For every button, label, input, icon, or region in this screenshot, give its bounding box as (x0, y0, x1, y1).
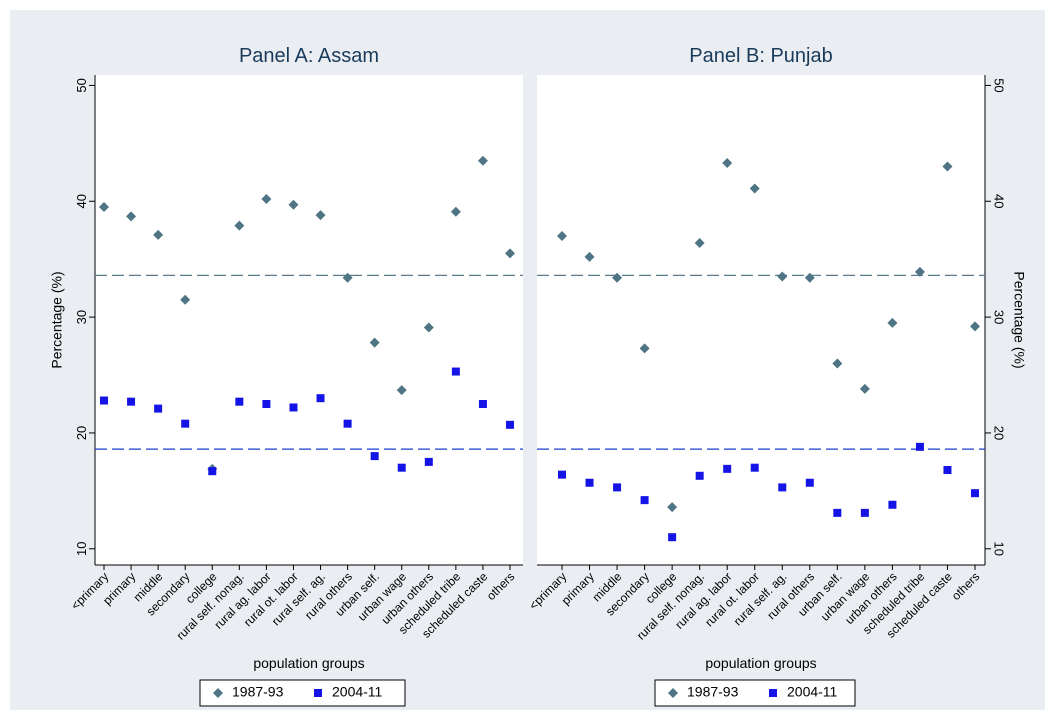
legend-label: 2004-11 (787, 684, 838, 700)
data-point (859, 383, 870, 394)
data-point (914, 266, 925, 277)
data-point (396, 385, 407, 396)
y-tick-label: 10 (74, 542, 89, 556)
legend-label: 2004-11 (332, 684, 383, 700)
data-point (478, 399, 487, 408)
data-point (181, 419, 190, 428)
legend-label: 1987-93 (232, 684, 284, 700)
data-point (208, 467, 217, 476)
data-point (235, 397, 244, 406)
data-point (860, 508, 869, 517)
data-point (612, 272, 623, 283)
y-tick-label: 30 (991, 310, 1006, 324)
data-point (613, 483, 622, 492)
data-point (943, 466, 952, 475)
data-point (127, 397, 136, 406)
data-point (585, 478, 594, 487)
legend-marker (314, 689, 322, 697)
data-point (100, 396, 108, 405)
data-point (832, 358, 843, 369)
data-point (126, 211, 137, 222)
data-point (777, 271, 788, 282)
data-point (915, 442, 924, 451)
data-point (288, 199, 299, 210)
data-point (804, 272, 815, 283)
data-point (722, 158, 733, 169)
data-point (343, 419, 352, 428)
data-point (888, 500, 897, 509)
data-point (370, 452, 379, 461)
data-point (262, 399, 271, 408)
data-point (640, 496, 649, 505)
data-point (315, 210, 326, 221)
plot-area (95, 75, 523, 565)
y-tick-label: 40 (74, 194, 89, 208)
data-point (887, 317, 898, 328)
data-point (397, 463, 406, 472)
data-point (833, 508, 842, 517)
data-point (750, 463, 759, 472)
data-point (261, 193, 272, 204)
data-point (506, 420, 514, 429)
data-point (970, 321, 980, 332)
legend-marker (213, 688, 223, 698)
y-tick-label: 20 (74, 426, 89, 440)
data-point (695, 471, 704, 480)
y-tick-label: 20 (991, 426, 1006, 440)
data-point (342, 272, 353, 283)
data-point (369, 337, 380, 348)
data-point (805, 478, 814, 487)
x-axis-title: population groups (705, 655, 816, 671)
data-point (584, 251, 595, 262)
data-point (505, 248, 515, 259)
legend-marker (769, 689, 777, 697)
data-point (316, 394, 325, 403)
data-point (667, 502, 678, 513)
legend-label: 1987-93 (687, 684, 739, 700)
data-point (424, 457, 433, 466)
legend-marker (668, 688, 678, 698)
data-point (99, 202, 109, 213)
legend (199, 679, 406, 707)
y-tick-label: 40 (991, 194, 1006, 208)
data-point (694, 237, 705, 248)
data-point (477, 155, 488, 166)
data-point (154, 404, 163, 413)
x-axis-title: population groups (253, 655, 364, 671)
y-tick-label: 50 (74, 78, 89, 92)
y-tick-label: 30 (74, 310, 89, 324)
data-point (180, 294, 191, 305)
data-point (942, 161, 953, 172)
legend (654, 679, 856, 707)
panel-title: Panel B: Punjab (689, 45, 832, 67)
data-point (639, 343, 650, 354)
data-point (557, 231, 567, 242)
panel-title: Panel A: Assam (239, 45, 379, 67)
data-point (749, 183, 760, 194)
y-tick-label: 10 (991, 542, 1006, 556)
data-point (153, 229, 164, 240)
data-point (423, 322, 434, 333)
data-point (971, 489, 979, 498)
data-point (234, 220, 245, 231)
data-point (723, 464, 732, 473)
data-point (558, 470, 566, 479)
y-axis-title: Percentage (%) (49, 271, 65, 368)
data-point (451, 367, 460, 376)
data-point (778, 483, 787, 492)
data-point (450, 206, 461, 217)
plot-area (537, 75, 985, 565)
y-tick-label: 50 (991, 78, 1006, 92)
data-point (289, 403, 298, 412)
data-point (668, 533, 677, 542)
y-axis-title: Percentage (%) (1011, 271, 1027, 368)
